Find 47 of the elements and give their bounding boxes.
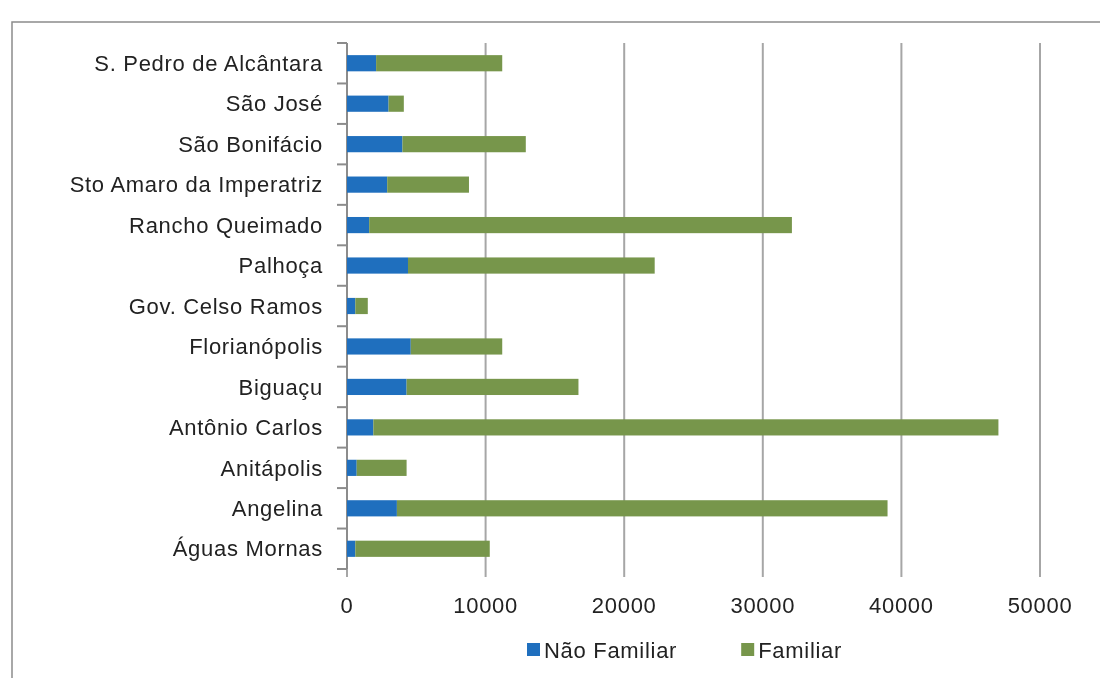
y-tick-label: Rancho Queimado — [129, 212, 323, 238]
y-tick-label: S. Pedro de Alcântara — [94, 50, 324, 76]
y-tick-label: São José — [225, 91, 323, 117]
x-tick-label: 10000 — [453, 593, 518, 618]
y-tick-label: Biguaçu — [238, 374, 323, 400]
x-tick-label: 50000 — [1007, 593, 1073, 618]
legend-label: Familiar — [758, 638, 843, 663]
bar — [396, 500, 888, 517]
bar — [388, 95, 404, 112]
y-tick-label: São Bonifácio — [178, 131, 323, 157]
y-tick-label: Antônio Carlos — [168, 415, 323, 441]
bar — [347, 95, 389, 112]
bar — [347, 55, 377, 72]
bar — [347, 500, 397, 517]
bar — [347, 419, 374, 436]
legend-label: Não Familiar — [544, 638, 678, 663]
bar — [347, 540, 356, 557]
bar — [347, 257, 408, 274]
y-tick-label: Águas Mornas — [172, 536, 323, 562]
x-tick-label: 20000 — [591, 593, 657, 618]
bar — [347, 378, 407, 396]
x-tick-label: 40000 — [869, 593, 934, 618]
x-tick-label: 0 — [340, 593, 354, 618]
bar — [347, 338, 411, 355]
bar — [347, 216, 370, 234]
y-tick-label: Anitápolis — [220, 455, 323, 481]
bar — [406, 378, 579, 396]
y-tick-label: Palhoça — [238, 253, 324, 279]
y-tick-label: Gov. Celso Ramos — [128, 293, 323, 319]
x-tick-label: 30000 — [730, 593, 796, 618]
bar — [410, 338, 503, 355]
y-tick-label: Angelina — [231, 496, 324, 522]
bar — [347, 297, 356, 315]
bar — [347, 459, 357, 476]
bar — [355, 297, 368, 315]
bar — [355, 540, 490, 557]
bar — [347, 136, 403, 153]
bar — [407, 257, 655, 274]
bar — [376, 55, 503, 72]
bar — [373, 419, 999, 436]
bar — [347, 176, 388, 193]
y-tick-label: Florianópolis — [189, 334, 323, 360]
y-tick-label: Sto Amaro da Imperatriz — [69, 172, 323, 198]
bar — [387, 176, 469, 193]
bar — [402, 136, 526, 153]
bar — [369, 216, 792, 234]
bar — [356, 459, 407, 476]
